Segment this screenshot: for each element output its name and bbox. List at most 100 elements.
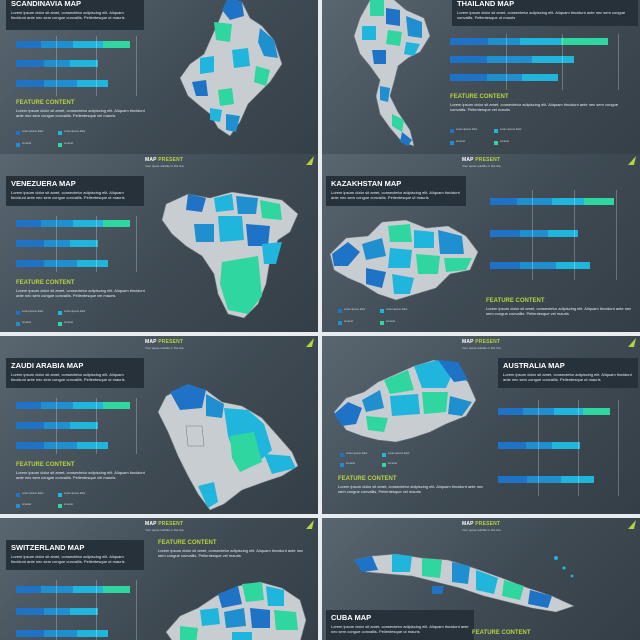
bar-chart	[490, 190, 620, 280]
legend-swatch	[58, 493, 62, 497]
legend-text: sit amet	[22, 321, 32, 324]
brand-word: MAP	[462, 157, 474, 163]
chart-bar	[490, 262, 590, 269]
legend-text: Lorem ipsum dolor	[456, 128, 478, 131]
legend-text: Lorem ipsum dolor	[344, 308, 366, 311]
brand-highlight: PRESENT	[158, 521, 184, 527]
legend-swatch	[58, 131, 62, 135]
brand-highlight: PRESENT	[158, 157, 184, 163]
leaf-icon	[306, 338, 314, 347]
legend-swatch	[450, 141, 454, 145]
legend-text: sit amet	[344, 320, 354, 323]
legend-swatch	[340, 453, 344, 457]
legend-swatch	[16, 131, 20, 135]
legend-swatch	[58, 143, 62, 147]
slide-title: CUBA MAP	[331, 613, 372, 622]
chart-bar	[498, 476, 594, 483]
legend-swatch	[16, 493, 20, 497]
leaf-icon	[628, 156, 636, 165]
brand-word: MAP	[145, 157, 157, 163]
feature-heading: FEATURE CONTENT	[472, 630, 531, 636]
legend-swatch	[58, 322, 62, 326]
thailand-map	[353, 0, 431, 147]
legend-text: sit amet	[64, 142, 74, 145]
slide-kazakhstan[interactable]: MAP PRESENT Your quote subtitle in this …	[322, 154, 640, 332]
slide-body-text: Lorem ipsum dolor sit amet, consectetur …	[457, 10, 626, 21]
chart-bar	[490, 198, 614, 205]
legend-text: Lorem ipsum dolor	[64, 130, 86, 133]
slide-saudi-arabia[interactable]: MAP PRESENT Your quote subtitle in this …	[0, 336, 318, 514]
slide-title: AUSTRALIA MAP	[503, 361, 565, 370]
leaf-icon	[306, 520, 314, 529]
cuba-map	[353, 553, 575, 613]
legend-swatch	[380, 321, 384, 325]
slide-title: THAILAND MAP	[457, 0, 515, 8]
legend-swatch	[338, 321, 342, 325]
chart-bar	[490, 230, 578, 237]
slide-thailand[interactable]: THAILAND MAP Lorem ipsum dolor sit amet,…	[322, 0, 640, 178]
leaf-icon	[628, 338, 636, 347]
chart-bar	[16, 442, 108, 449]
legend-text: sit amet	[456, 140, 466, 143]
brand-heading: MAP PRESENT	[462, 339, 500, 345]
brand-heading: MAP PRESENT	[145, 157, 183, 163]
feature-text: Lorem ipsum dolor sit amet, consectetur …	[338, 484, 484, 495]
legend-text: Lorem ipsum dolor	[346, 452, 368, 455]
legend-swatch	[382, 453, 386, 457]
legend-text: Lorem ipsum dolor	[386, 308, 408, 311]
feature-heading: FEATURE CONTENT	[16, 462, 75, 468]
leaf-icon	[628, 520, 636, 529]
slide-cuba[interactable]: MAP PRESENT Your quote subtitle in this …	[322, 518, 640, 640]
brand-highlight: PRESENT	[158, 339, 184, 345]
chart-bar	[16, 41, 130, 48]
legend-text: sit amet	[64, 321, 74, 324]
australia-map	[333, 359, 477, 443]
bar-chart	[16, 580, 144, 640]
feature-heading: FEATURE CONTENT	[450, 94, 509, 100]
chart-bar	[16, 586, 130, 593]
chart-bar	[498, 408, 610, 415]
brand-heading: MAP PRESENT	[462, 521, 500, 527]
switzerland-map	[165, 581, 307, 640]
brand-word: MAP	[462, 339, 474, 345]
chart-bar	[16, 422, 98, 429]
legend-text: sit amet	[346, 462, 356, 465]
chart-bar	[450, 56, 574, 63]
feature-heading: FEATURE CONTENT	[158, 540, 217, 546]
slide-scandinavia[interactable]: SCANDINAVIA MAP Lorem ipsum dolor sit am…	[0, 0, 318, 178]
slide-title: KAZAKHSTAN MAP	[331, 179, 402, 188]
title-box: SWITZERLAND MAP Lorem ipsum dolor sit am…	[6, 540, 144, 570]
legend-swatch	[340, 463, 344, 467]
brand-highlight: PRESENT	[475, 339, 501, 345]
feature-text: Lorem ipsum dolor sit amet, consectetur …	[16, 288, 145, 299]
title-box: CUBA MAP Lorem ipsum dolor sit amet, con…	[326, 610, 474, 640]
slide-switzerland[interactable]: MAP PRESENT Your quote subtitle in this …	[0, 518, 318, 640]
brand-tagline: Your quote subtitle in this line	[145, 346, 184, 350]
chart-bar	[16, 260, 108, 267]
legend-text: sit amet	[22, 503, 32, 506]
feature-heading: FEATURE CONTENT	[338, 476, 397, 482]
slide-venezuela[interactable]: MAP PRESENT Your quote subtitle in this …	[0, 154, 318, 332]
chart-bar	[450, 38, 608, 45]
feature-text: Lorem ipsum dolor sit amet, consectetur …	[486, 306, 632, 317]
slide-australia[interactable]: MAP PRESENT Your quote subtitle in this …	[322, 336, 640, 514]
brand-tagline: Your quote subtitle in this line	[145, 528, 184, 532]
legend-text: Lorem ipsum dolor	[22, 130, 44, 133]
legend-text: sit amet	[500, 140, 510, 143]
legend-swatch	[16, 504, 20, 508]
brand-heading: MAP PRESENT	[145, 339, 183, 345]
feature-text: Lorem ipsum dolor sit amet, consectetur …	[16, 108, 145, 119]
feature-heading: FEATURE CONTENT	[486, 298, 545, 304]
legend-text: Lorem ipsum dolor	[22, 310, 44, 313]
chart-bar	[16, 240, 98, 247]
chart-bar	[16, 630, 108, 637]
title-box: AUSTRALIA MAP Lorem ipsum dolor sit amet…	[498, 358, 638, 388]
title-box: SCANDINAVIA MAP Lorem ipsum dolor sit am…	[6, 0, 144, 30]
legend-text: Lorem ipsum dolor	[388, 452, 410, 455]
leaf-icon	[306, 156, 314, 165]
legend-text: sit amet	[388, 462, 398, 465]
slide-body-text: Lorem ipsum dolor sit amet, consectetur …	[11, 190, 125, 201]
kazakhstan-map	[329, 219, 479, 301]
slide-title: SWITZERLAND MAP	[11, 543, 85, 552]
